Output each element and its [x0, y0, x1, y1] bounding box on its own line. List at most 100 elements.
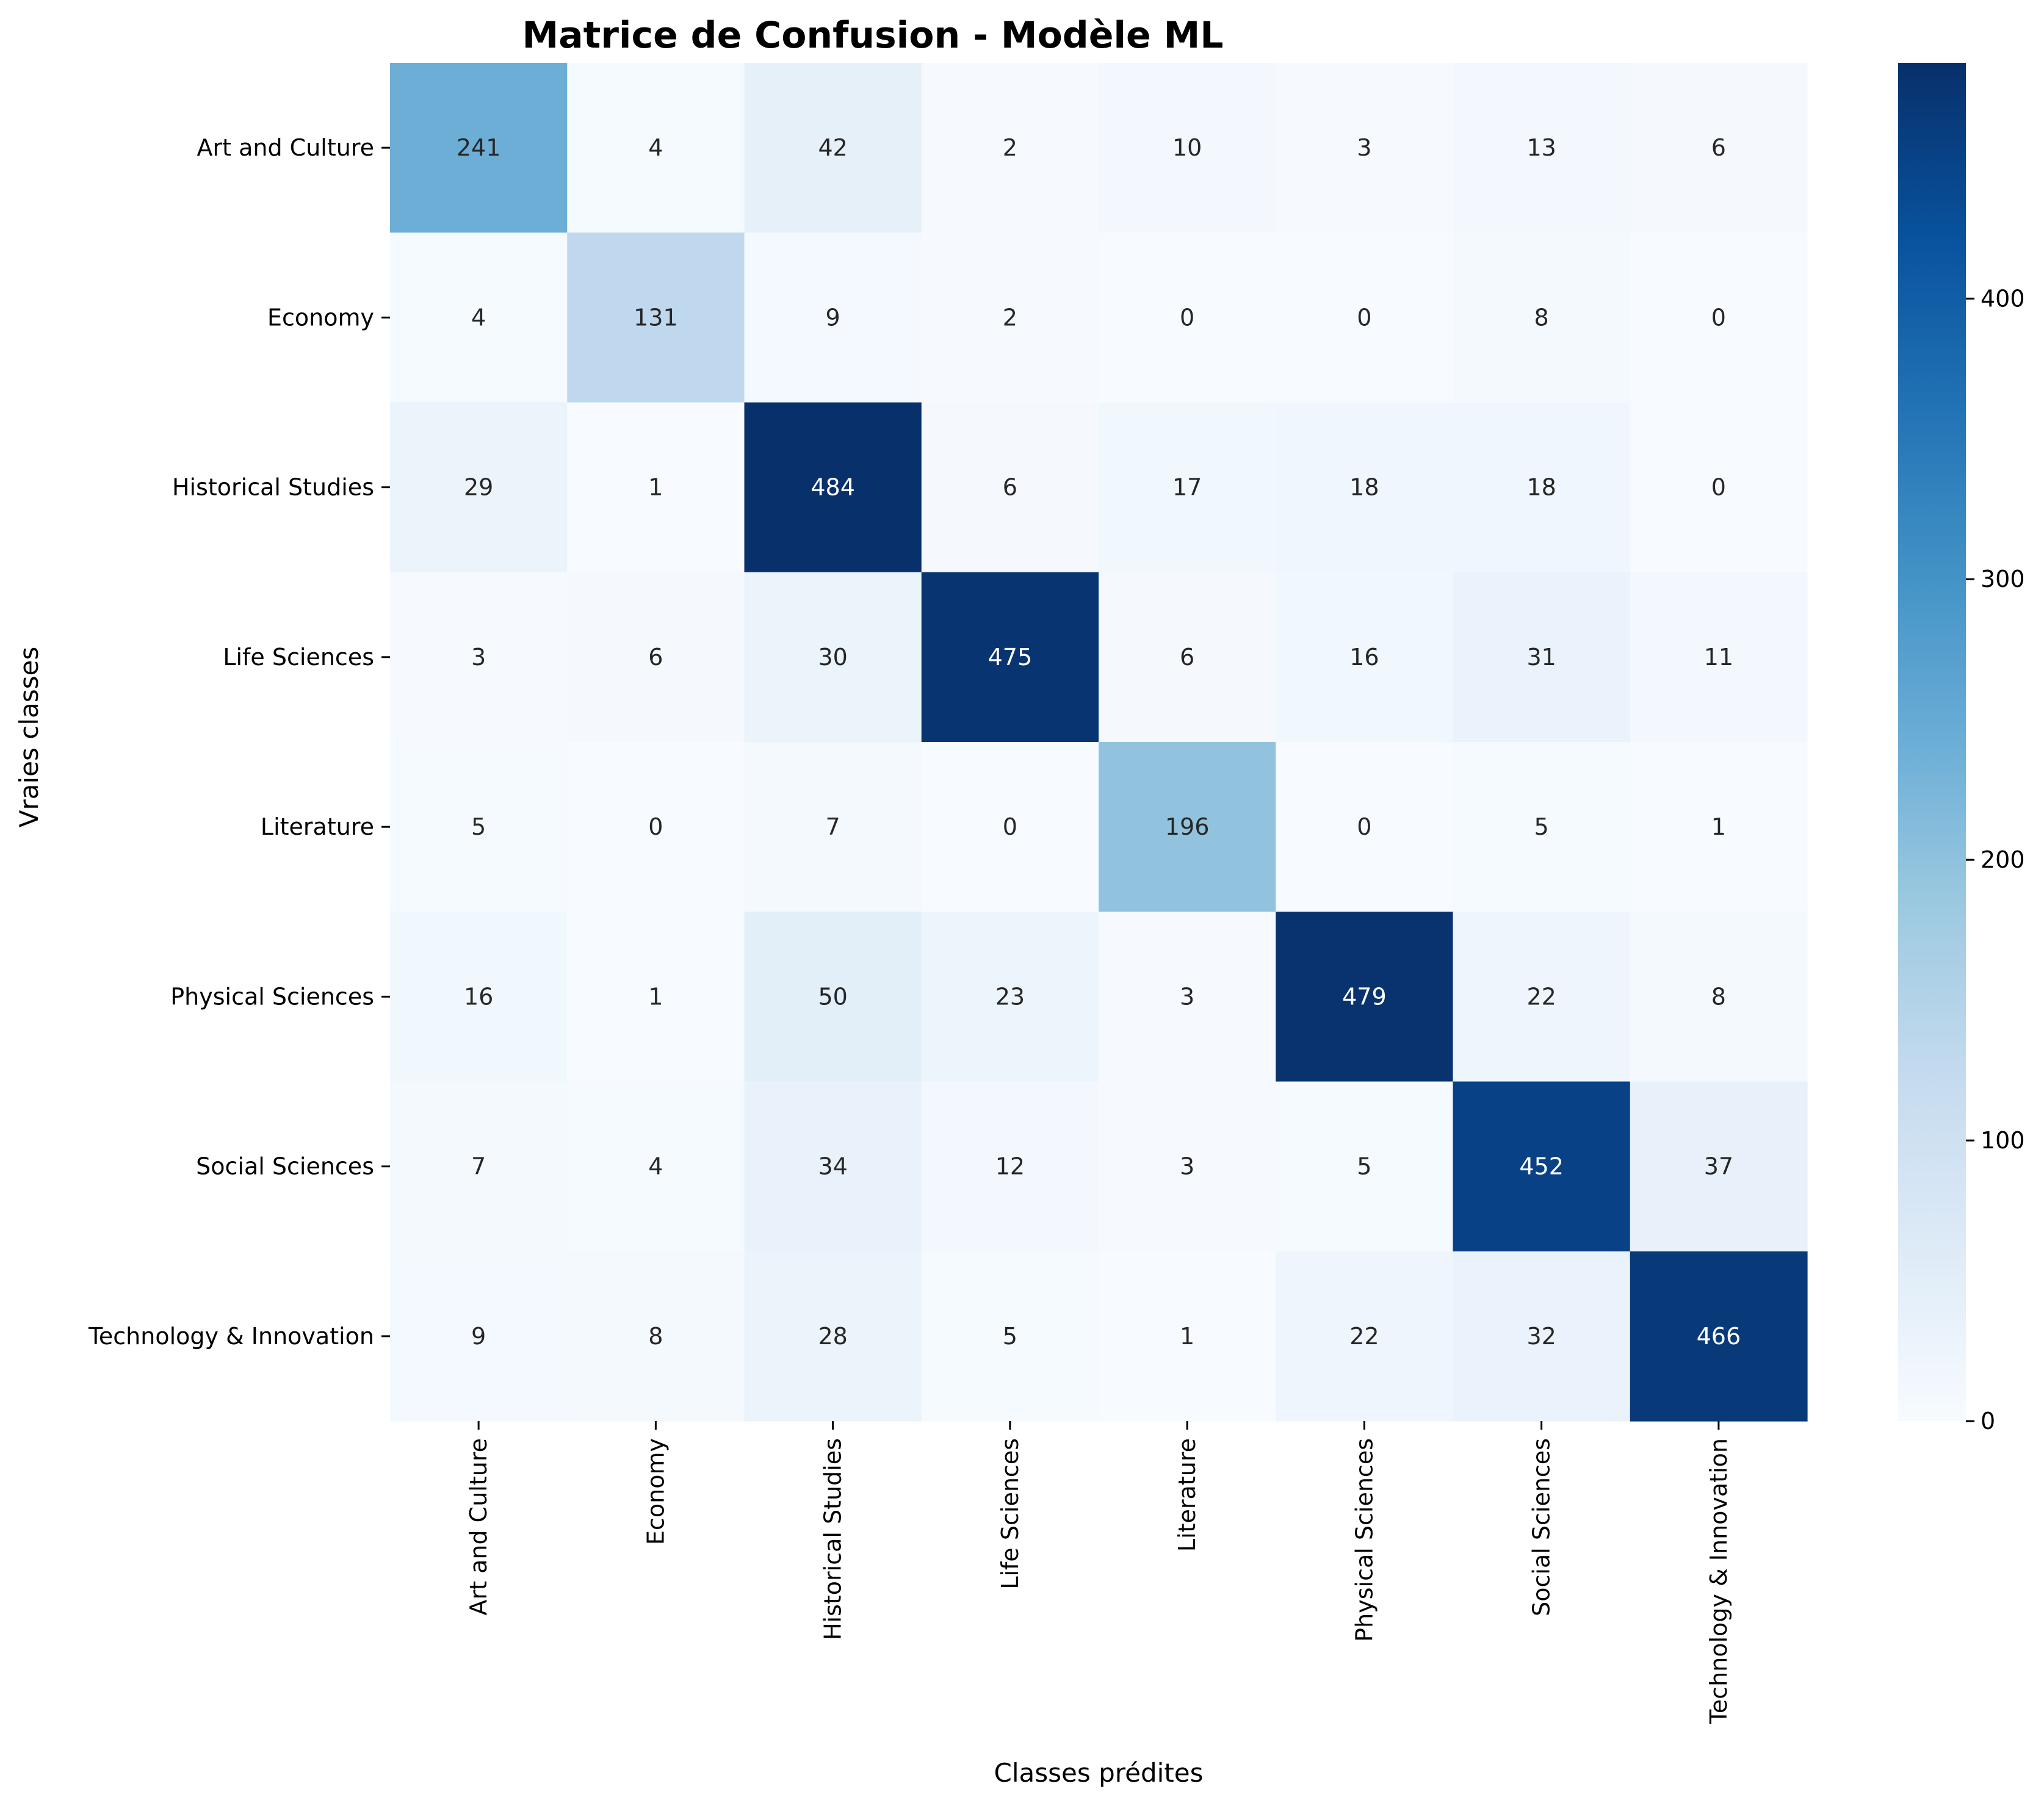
cell-value-label: 2: [1003, 134, 1017, 161]
y-axis-ticks: Art and Culture Economy Historical Studies…: [88, 134, 390, 1350]
heatmap-cell: [1453, 63, 1631, 233]
x-tick-label: Technology & Innovation: [1705, 1438, 1732, 1724]
heatmap-cell: [1276, 63, 1454, 233]
colorbar-tick-label: 200: [1981, 846, 2025, 873]
heatmap-cell: [1099, 63, 1276, 233]
cell-value-label: 6: [1711, 134, 1726, 161]
heatmap-cell: [921, 1251, 1099, 1422]
heatmap-cell: [1099, 232, 1276, 403]
heatmap-cell: [1099, 1251, 1276, 1422]
y-tick-label: Life Sciences: [223, 644, 374, 671]
x-tick-label: Physical Sciences: [1351, 1438, 1378, 1642]
heatmap-cell: [921, 572, 1099, 743]
cell-value-label: 7: [826, 813, 840, 840]
heatmap-cell: [1099, 912, 1276, 1082]
cell-value-label: 0: [1711, 304, 1726, 331]
heatmap-cell: [1099, 572, 1276, 743]
heatmap-cell-labels: 241 4 42 2 10 3 13 64 131 9 2 0 0 8 029 1 484 6 17 18 18 03 6 3…: [457, 134, 1741, 1350]
heatmap-cell: [744, 1251, 922, 1422]
cell-value-label: 11: [1704, 644, 1733, 671]
x-axis-ticks: Art and Culture Economy Historical Studies…: [465, 1421, 1732, 1724]
cell-value-label: 22: [1349, 1323, 1379, 1350]
heatmap-cell: [390, 742, 568, 912]
cell-value-label: 29: [464, 474, 493, 501]
colorbar-tick-label: 400: [1981, 285, 2025, 312]
heatmap-cell: [390, 1251, 568, 1422]
cell-value-label: 3: [1180, 983, 1194, 1010]
heatmap-cell: [744, 1081, 922, 1252]
colorbar-tick-label: 100: [1981, 1127, 2025, 1154]
heatmap-cell: [390, 402, 568, 573]
heatmap-cell: [567, 1251, 745, 1422]
heatmap-cell: [921, 742, 1099, 912]
heatmap-cell: [1276, 232, 1454, 403]
cell-value-label: 9: [471, 1323, 486, 1350]
heatmap-cell: [744, 912, 922, 1082]
cell-value-label: 4: [648, 134, 663, 161]
cell-value-label: 5: [471, 813, 486, 840]
heatmap-cell: [390, 232, 568, 403]
colorbar-tick-label: 0: [1981, 1408, 1995, 1435]
x-tick-label: Economy: [642, 1438, 669, 1545]
heatmap-cell: [744, 63, 922, 233]
cell-value-label: 37: [1704, 1153, 1733, 1180]
heatmap-cell: [1099, 402, 1276, 573]
cell-value-label: 5: [1534, 813, 1549, 840]
cell-value-label: 1: [1180, 1323, 1194, 1350]
cell-value-label: 17: [1172, 474, 1202, 501]
cell-value-label: 5: [1003, 1323, 1017, 1350]
y-tick-label: Social Sciences: [196, 1153, 374, 1180]
heatmap-cell: [1099, 1081, 1276, 1252]
heatmap-cell: [1453, 912, 1631, 1082]
cell-value-label: 50: [818, 983, 847, 1010]
heatmap-cell: [1630, 232, 1808, 403]
cell-value-label: 466: [1697, 1323, 1741, 1350]
heatmap-cell: [1453, 232, 1631, 403]
heatmap-cell: [1630, 572, 1808, 743]
cell-value-label: 32: [1526, 1323, 1556, 1350]
heatmap-cell: [1276, 402, 1454, 573]
heatmap-cell: [567, 912, 745, 1082]
cell-value-label: 452: [1519, 1153, 1564, 1180]
cell-value-label: 241: [457, 134, 501, 161]
heatmap-cell: [567, 402, 745, 573]
colorbar-gradient: [1898, 63, 1966, 1421]
cell-value-label: 8: [1534, 304, 1549, 331]
heatmap-cell: [1453, 402, 1631, 573]
heatmap-cell: [390, 912, 568, 1082]
cell-value-label: 484: [811, 474, 855, 501]
heatmap-cell: [1630, 1081, 1808, 1252]
heatmap-cell: [1276, 742, 1454, 912]
heatmap-cell: [567, 1081, 745, 1252]
cell-value-label: 22: [1526, 983, 1556, 1010]
cell-value-label: 34: [818, 1153, 847, 1180]
x-axis-label: Classes prédites: [994, 1758, 1204, 1788]
cell-value-label: 8: [648, 1323, 663, 1350]
heatmap-cell: [390, 572, 568, 743]
heatmap-cell: [1630, 63, 1808, 233]
heatmap-cell: [390, 1081, 568, 1252]
heatmap-cell: [1453, 572, 1631, 743]
x-tick-label: Life Sciences: [997, 1438, 1024, 1590]
y-tick-label: Art and Culture: [197, 134, 375, 161]
cell-value-label: 475: [988, 644, 1033, 671]
cell-value-label: 131: [634, 304, 678, 331]
heatmap-cell: [1276, 1081, 1454, 1252]
cell-value-label: 16: [1349, 644, 1379, 671]
heatmap-cell: [1276, 912, 1454, 1082]
heatmap-cell: [1630, 402, 1808, 573]
cell-value-label: 2: [1003, 304, 1017, 331]
heatmap-cell: [744, 232, 922, 403]
cell-value-label: 0: [1180, 304, 1194, 331]
heatmap-cell: [921, 232, 1099, 403]
x-tick-label: Literature: [1174, 1438, 1201, 1552]
x-tick-label: Historical Studies: [820, 1438, 847, 1640]
cell-value-label: 18: [1349, 474, 1379, 501]
heatmap-cell: [1099, 742, 1276, 912]
cell-value-label: 12: [995, 1153, 1025, 1180]
y-tick-label: Economy: [267, 304, 374, 331]
cell-value-label: 0: [1357, 813, 1371, 840]
cell-value-label: 4: [471, 304, 486, 331]
heatmap-cell: [567, 572, 745, 743]
x-tick-label: Art and Culture: [465, 1438, 492, 1616]
